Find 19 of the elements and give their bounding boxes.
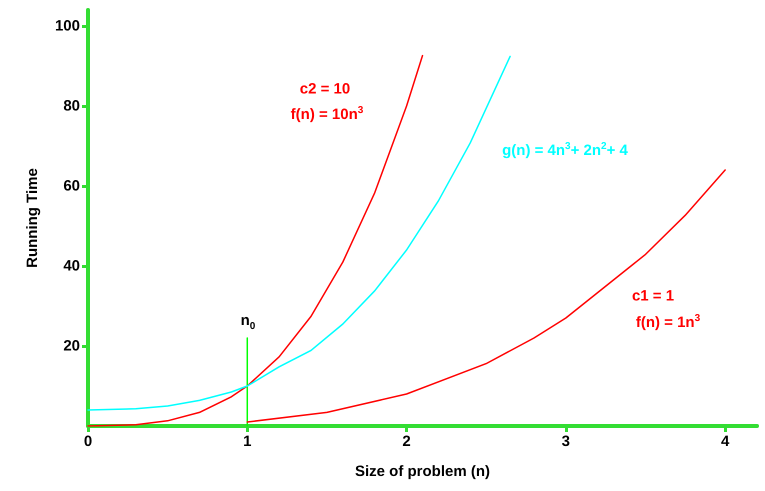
y-axis-title: Running Time [24, 168, 41, 268]
x-tick-label: 2 [402, 433, 411, 450]
y-tick-label: 100 [54, 18, 80, 34]
x-tick-label: 3 [562, 433, 570, 450]
annotation: n$_{0}$ [240, 312, 256, 332]
annotation: c2 = 10 [300, 80, 350, 98]
x-tick-label: 4 [720, 433, 730, 450]
y-tick-label: 60 [63, 178, 80, 194]
x-tick-label: 1 [243, 433, 252, 450]
y-tick-label: 80 [63, 98, 80, 114]
y-tick-label: 40 [63, 258, 80, 274]
x-axis-title: Size of problem (n) [355, 463, 490, 480]
annotation: f(n) = 10n$^{3}$ [290, 105, 364, 123]
annotation: g(n) = 4n$^{3}$+ 2n$^{2}$+ 4 [502, 141, 628, 159]
y-tick-label: 20 [63, 338, 80, 354]
annotation: c1 = 1 [632, 288, 674, 304]
line-series [87, 54, 424, 427]
x-tick-label: 0 [84, 433, 92, 450]
annotation: f(n) = 1n$^{3}$ [636, 313, 700, 331]
